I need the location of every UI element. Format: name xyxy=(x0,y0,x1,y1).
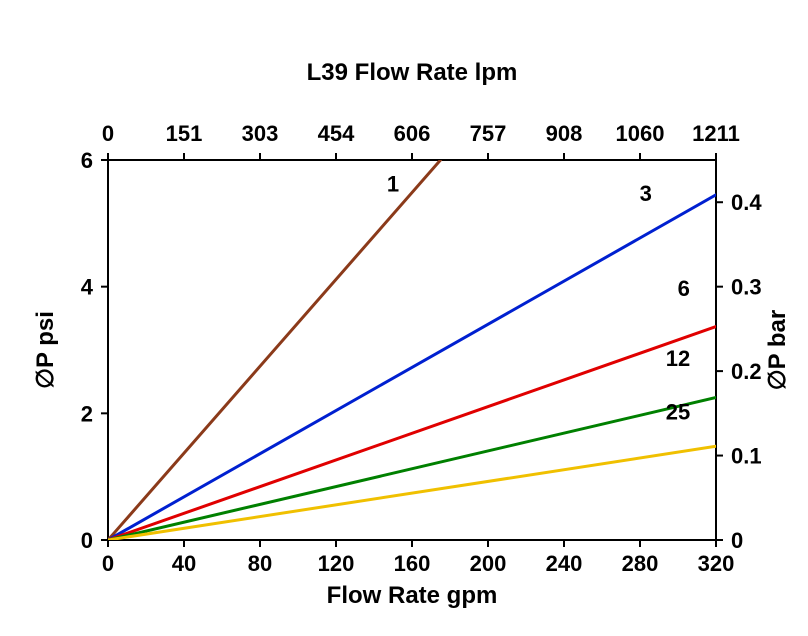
svg-text:280: 280 xyxy=(622,551,659,576)
svg-text:80: 80 xyxy=(248,551,272,576)
svg-text:908: 908 xyxy=(546,121,583,146)
svg-text:0: 0 xyxy=(81,528,93,553)
svg-text:25: 25 xyxy=(666,400,690,425)
svg-text:160: 160 xyxy=(394,551,431,576)
svg-text:0.1: 0.1 xyxy=(731,444,762,469)
svg-text:1211: 1211 xyxy=(692,121,740,146)
svg-text:120: 120 xyxy=(318,551,355,576)
svg-text:303: 303 xyxy=(242,121,279,146)
svg-text:0.4: 0.4 xyxy=(731,190,762,215)
svg-text:757: 757 xyxy=(470,121,507,146)
svg-text:320: 320 xyxy=(698,551,735,576)
svg-text:454: 454 xyxy=(318,121,355,146)
svg-text:∅P bar: ∅P bar xyxy=(764,310,791,391)
chart-container: 04080120160200240280320Flow Rate gpm0151… xyxy=(0,0,808,636)
svg-text:12: 12 xyxy=(666,346,690,371)
flow-rate-chart: 04080120160200240280320Flow Rate gpm0151… xyxy=(0,0,808,636)
svg-text:0: 0 xyxy=(102,121,114,146)
svg-text:2: 2 xyxy=(81,401,93,426)
svg-text:40: 40 xyxy=(172,551,196,576)
svg-text:0: 0 xyxy=(102,551,114,576)
svg-text:1: 1 xyxy=(387,172,399,197)
svg-text:151: 151 xyxy=(166,121,203,146)
svg-text:Flow Rate gpm: Flow Rate gpm xyxy=(327,582,498,609)
svg-text:0.3: 0.3 xyxy=(731,275,762,300)
svg-text:6: 6 xyxy=(678,276,690,301)
svg-text:0: 0 xyxy=(731,528,743,553)
svg-text:6: 6 xyxy=(81,148,93,173)
svg-text:200: 200 xyxy=(470,551,507,576)
svg-text:0.2: 0.2 xyxy=(731,359,762,384)
svg-text:∅P psi: ∅P psi xyxy=(32,311,59,389)
svg-text:4: 4 xyxy=(81,275,94,300)
svg-text:606: 606 xyxy=(394,121,431,146)
svg-text:1060: 1060 xyxy=(616,121,665,146)
svg-text:3: 3 xyxy=(640,181,652,206)
svg-text:240: 240 xyxy=(546,551,583,576)
svg-text:L39 Flow Rate lpm: L39 Flow Rate lpm xyxy=(307,59,518,86)
